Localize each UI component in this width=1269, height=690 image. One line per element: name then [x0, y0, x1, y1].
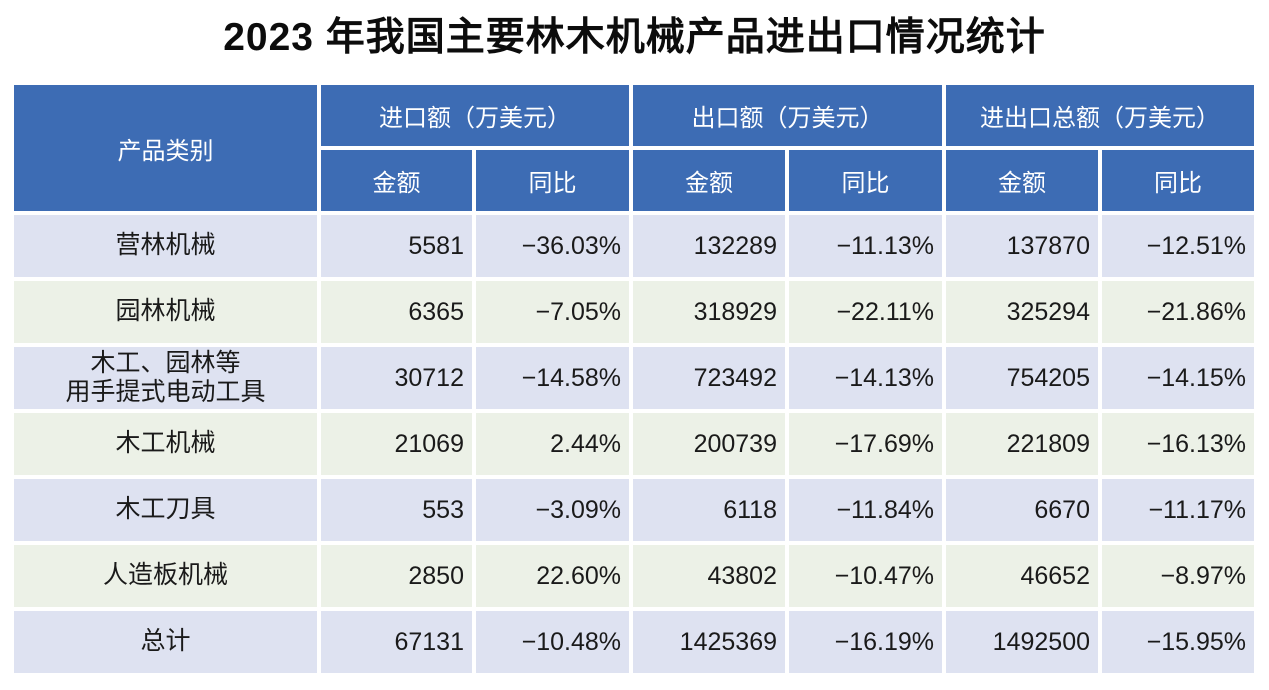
- cell-import-amount: 21069: [321, 413, 472, 475]
- col-group-total: 进出口总额（万美元）: [946, 85, 1254, 146]
- col-group-import: 进口额（万美元）: [321, 85, 629, 146]
- cell-import-yoy: −7.05%: [476, 281, 629, 343]
- cell-import-yoy: −3.09%: [476, 479, 629, 541]
- col-subheader-total-amount: 金额: [946, 150, 1098, 211]
- cell-export-amount: 200739: [633, 413, 785, 475]
- cell-import-yoy: 22.60%: [476, 545, 629, 607]
- col-subheader-import-amount: 金额: [321, 150, 472, 211]
- cell-export-amount: 6118: [633, 479, 785, 541]
- cell-total-yoy: −11.17%: [1102, 479, 1254, 541]
- cell-product: 人造板机械: [14, 545, 317, 607]
- cell-export-yoy: −16.19%: [789, 611, 942, 673]
- cell-export-amount: 43802: [633, 545, 785, 607]
- cell-export-yoy: −14.13%: [789, 347, 942, 409]
- cell-total-yoy: −12.51%: [1102, 215, 1254, 277]
- page-title: 2023 年我国主要林木机械产品进出口情况统计: [223, 16, 1046, 59]
- cell-export-yoy: −10.47%: [789, 545, 942, 607]
- cell-total-amount: 754205: [946, 347, 1098, 409]
- cell-product: 园林机械: [14, 281, 317, 343]
- cell-import-yoy: −36.03%: [476, 215, 629, 277]
- cell-total-yoy: −8.97%: [1102, 545, 1254, 607]
- cell-export-amount: 132289: [633, 215, 785, 277]
- cell-export-amount: 1425369: [633, 611, 785, 673]
- stats-table: 产品类别 进口额（万美元） 出口额（万美元） 进出口总额（万美元） 金额 同比 …: [14, 85, 1254, 673]
- cell-total-yoy: −16.13%: [1102, 413, 1254, 475]
- cell-total-yoy: −15.95%: [1102, 611, 1254, 673]
- col-subheader-import-yoy: 同比: [476, 150, 629, 211]
- cell-import-yoy: −14.58%: [476, 347, 629, 409]
- cell-total-yoy: −21.86%: [1102, 281, 1254, 343]
- col-subheader-export-yoy: 同比: [789, 150, 942, 211]
- col-subheader-export-amount: 金额: [633, 150, 785, 211]
- cell-total-yoy: −14.15%: [1102, 347, 1254, 409]
- cell-export-amount: 723492: [633, 347, 785, 409]
- cell-import-amount: 553: [321, 479, 472, 541]
- cell-import-yoy: 2.44%: [476, 413, 629, 475]
- cell-export-amount: 318929: [633, 281, 785, 343]
- cell-import-amount: 67131: [321, 611, 472, 673]
- cell-total-amount: 1492500: [946, 611, 1098, 673]
- cell-total-amount: 325294: [946, 281, 1098, 343]
- cell-export-yoy: −17.69%: [789, 413, 942, 475]
- cell-export-yoy: −22.11%: [789, 281, 942, 343]
- col-header-product: 产品类别: [14, 85, 317, 211]
- cell-product: 营林机械: [14, 215, 317, 277]
- cell-product: 木工刀具: [14, 479, 317, 541]
- cell-import-amount: 30712: [321, 347, 472, 409]
- cell-product: 总计: [14, 611, 317, 673]
- cell-import-amount: 5581: [321, 215, 472, 277]
- cell-total-amount: 137870: [946, 215, 1098, 277]
- col-group-export: 出口额（万美元）: [633, 85, 942, 146]
- cell-product: 木工机械: [14, 413, 317, 475]
- cell-product: 木工、园林等 用手提式电动工具: [14, 347, 317, 409]
- cell-import-amount: 2850: [321, 545, 472, 607]
- cell-total-amount: 46652: [946, 545, 1098, 607]
- cell-import-amount: 6365: [321, 281, 472, 343]
- cell-total-amount: 221809: [946, 413, 1098, 475]
- col-subheader-total-yoy: 同比: [1102, 150, 1254, 211]
- cell-export-yoy: −11.84%: [789, 479, 942, 541]
- cell-import-yoy: −10.48%: [476, 611, 629, 673]
- cell-export-yoy: −11.13%: [789, 215, 942, 277]
- cell-total-amount: 6670: [946, 479, 1098, 541]
